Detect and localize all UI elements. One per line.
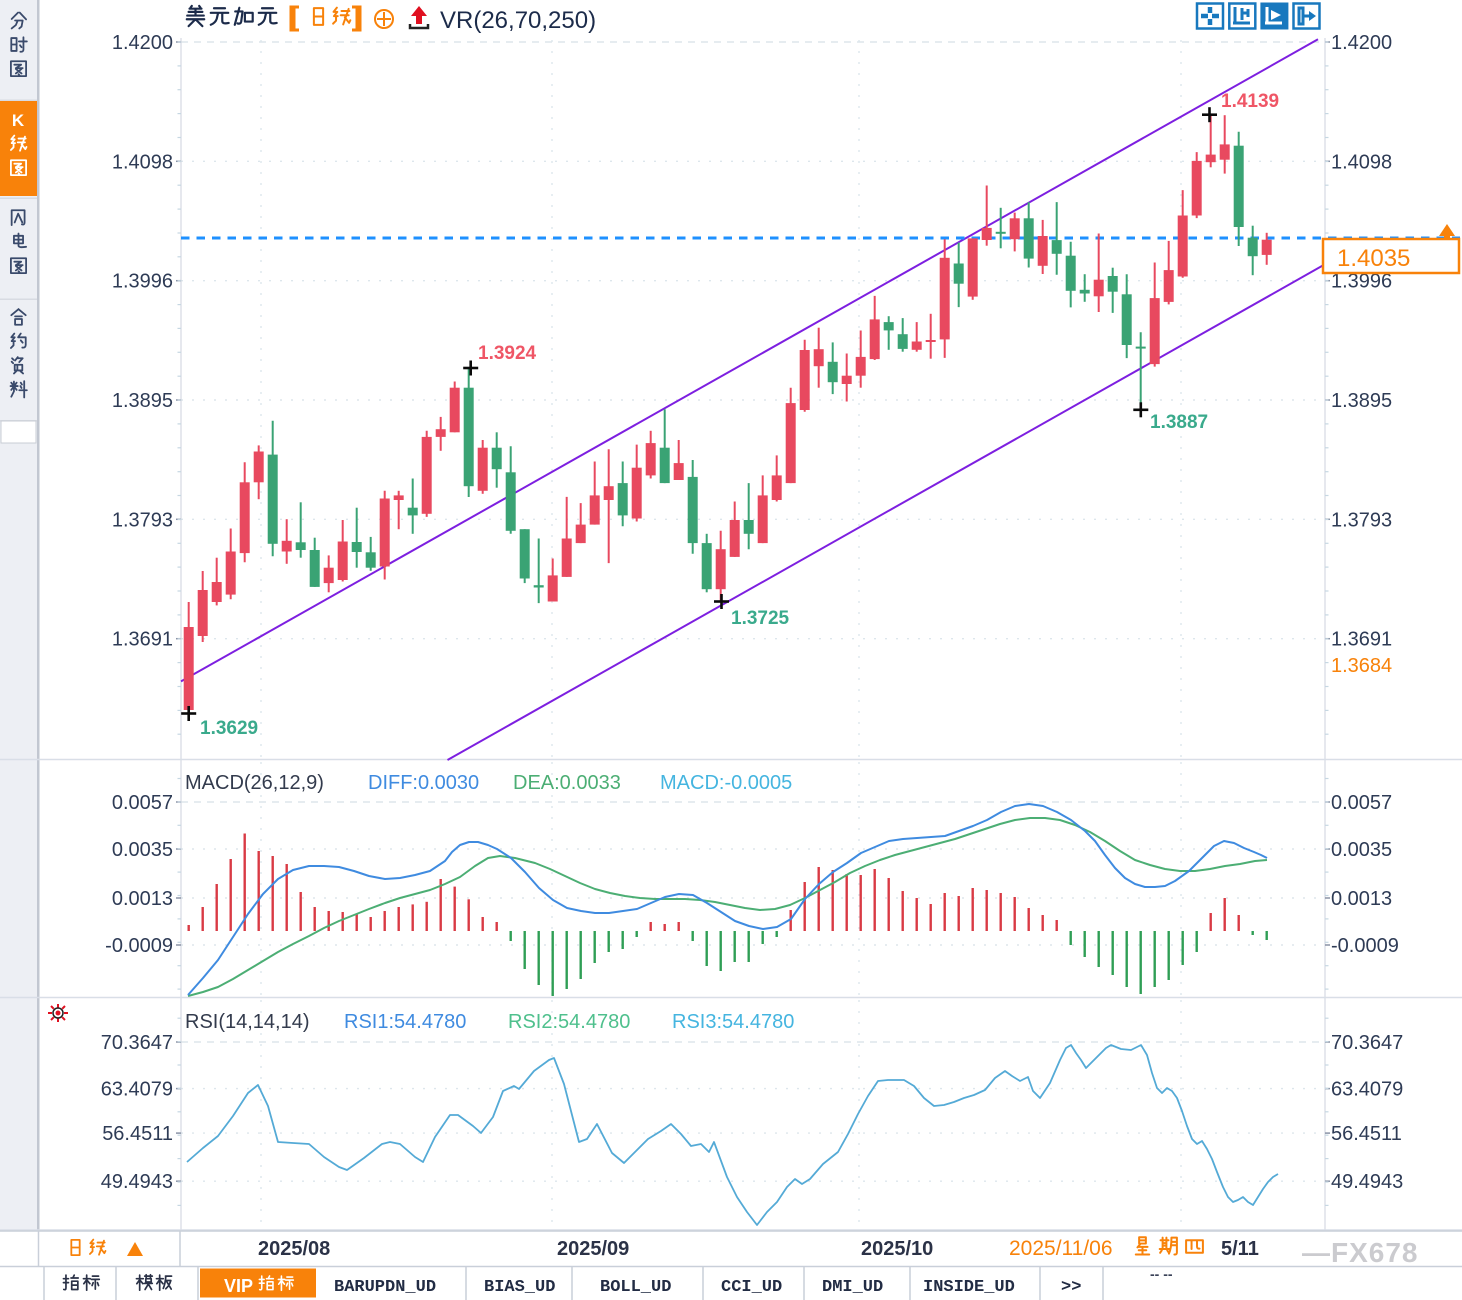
svg-text:1.3793: 1.3793 bbox=[1331, 509, 1392, 531]
svg-text:-0.0009: -0.0009 bbox=[105, 935, 173, 957]
svg-text:49.4943: 49.4943 bbox=[101, 1171, 173, 1193]
svg-text:1.3996: 1.3996 bbox=[112, 271, 173, 293]
svg-text:MACD:-0.0005: MACD:-0.0005 bbox=[660, 772, 792, 794]
svg-text:1.3691: 1.3691 bbox=[112, 629, 173, 651]
svg-text:1.3895: 1.3895 bbox=[112, 390, 173, 412]
svg-text:>>: >> bbox=[1061, 1278, 1081, 1297]
svg-text:-0.0009: -0.0009 bbox=[1331, 935, 1399, 957]
svg-text:0.0057: 0.0057 bbox=[1331, 792, 1392, 814]
svg-text:1.3691: 1.3691 bbox=[1331, 629, 1392, 651]
svg-text:INSIDE_UD: INSIDE_UD bbox=[923, 1278, 1015, 1297]
svg-text:DMI_UD: DMI_UD bbox=[822, 1278, 883, 1297]
svg-text:1.3629: 1.3629 bbox=[200, 718, 258, 739]
svg-text:RSI(14,14,14): RSI(14,14,14) bbox=[185, 1011, 310, 1033]
svg-text:0.0057: 0.0057 bbox=[112, 792, 173, 814]
svg-text:-- --: -- -- bbox=[1150, 1266, 1173, 1282]
svg-text:VIP: VIP bbox=[224, 1276, 253, 1296]
svg-text:DEA:0.0033: DEA:0.0033 bbox=[513, 772, 621, 794]
svg-text:1.3996: 1.3996 bbox=[1331, 271, 1392, 293]
svg-text:BIAS_UD: BIAS_UD bbox=[484, 1278, 555, 1297]
svg-text:1.4098: 1.4098 bbox=[112, 151, 173, 173]
svg-text:1.4035: 1.4035 bbox=[1337, 245, 1410, 272]
svg-text:56.4511: 56.4511 bbox=[102, 1123, 173, 1145]
svg-text:1.3725: 1.3725 bbox=[731, 608, 790, 629]
svg-text:1.3895: 1.3895 bbox=[1331, 390, 1392, 412]
svg-text:1.3793: 1.3793 bbox=[112, 509, 173, 531]
svg-text:0.0035: 0.0035 bbox=[1331, 839, 1392, 861]
svg-text:70.3647: 70.3647 bbox=[1331, 1032, 1403, 1054]
svg-text:1.4200: 1.4200 bbox=[1331, 32, 1392, 54]
svg-text:1.4139: 1.4139 bbox=[1221, 91, 1279, 112]
svg-text:70.3647: 70.3647 bbox=[101, 1032, 173, 1054]
svg-text:1.3887: 1.3887 bbox=[1150, 412, 1208, 433]
svg-text:—FX678: —FX678 bbox=[1302, 1237, 1419, 1268]
svg-text:0.0035: 0.0035 bbox=[112, 839, 173, 861]
svg-text:1.4200: 1.4200 bbox=[112, 32, 173, 54]
svg-text:0.0013: 0.0013 bbox=[1331, 888, 1392, 910]
svg-text:MACD(26,12,9): MACD(26,12,9) bbox=[185, 772, 324, 794]
svg-text:1.4098: 1.4098 bbox=[1331, 151, 1392, 173]
svg-text:VR(26,70,250): VR(26,70,250) bbox=[440, 7, 596, 34]
svg-text:1.3684: 1.3684 bbox=[1331, 655, 1392, 677]
svg-text:2025/11/06: 2025/11/06 bbox=[1009, 1237, 1113, 1260]
svg-text:0.0013: 0.0013 bbox=[112, 888, 173, 910]
svg-text:5/11: 5/11 bbox=[1221, 1238, 1259, 1260]
svg-text:49.4943: 49.4943 bbox=[1331, 1171, 1403, 1193]
svg-text:BARUPDN_UD: BARUPDN_UD bbox=[334, 1278, 436, 1297]
svg-text:K: K bbox=[12, 111, 25, 130]
svg-text:2025/09: 2025/09 bbox=[557, 1238, 629, 1260]
svg-text:63.4079: 63.4079 bbox=[1331, 1079, 1403, 1101]
svg-text:2025/10: 2025/10 bbox=[861, 1238, 933, 1260]
svg-text:56.4511: 56.4511 bbox=[1331, 1123, 1402, 1145]
svg-text:RSI1:54.4780: RSI1:54.4780 bbox=[344, 1011, 466, 1033]
svg-text:CCI_UD: CCI_UD bbox=[721, 1278, 782, 1297]
svg-text:RSI3:54.4780: RSI3:54.4780 bbox=[672, 1011, 794, 1033]
svg-text:2025/08: 2025/08 bbox=[258, 1238, 330, 1260]
svg-text:RSI2:54.4780: RSI2:54.4780 bbox=[508, 1011, 630, 1033]
svg-text:1.3924: 1.3924 bbox=[478, 343, 537, 364]
svg-text:63.4079: 63.4079 bbox=[101, 1079, 173, 1101]
svg-text:DIFF:0.0030: DIFF:0.0030 bbox=[368, 772, 479, 794]
svg-text:BOLL_UD: BOLL_UD bbox=[600, 1278, 671, 1297]
